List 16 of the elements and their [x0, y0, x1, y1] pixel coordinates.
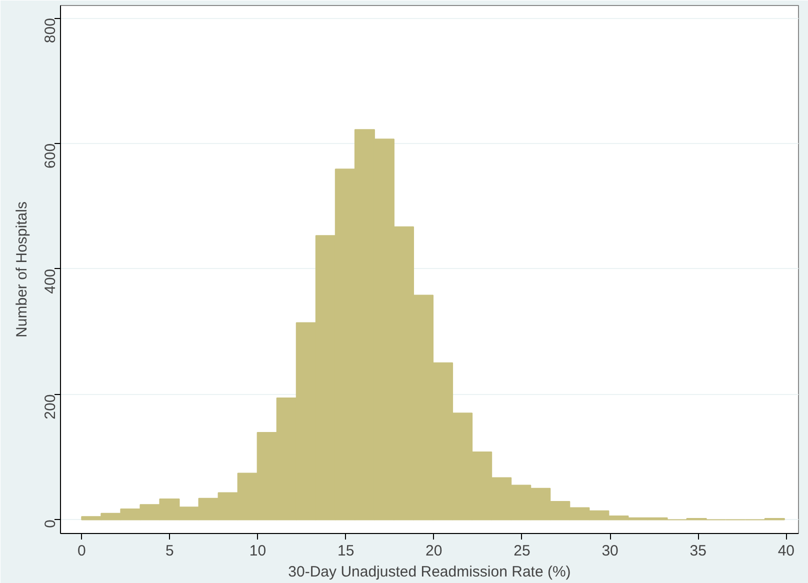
x-tick-label: 30	[602, 542, 618, 560]
y-axis-title: Number of Hospitals	[14, 202, 30, 338]
y-tick-label: 800	[42, 18, 59, 44]
x-tick-label: 25	[514, 542, 530, 560]
x-tick-label: 15	[337, 542, 354, 560]
x-tick-label: 10	[249, 542, 266, 560]
x-tick-label: 20	[426, 542, 442, 560]
x-tick-label: 5	[166, 542, 174, 560]
x-tick-label: 40	[778, 542, 795, 560]
x-axis-title: 30-Day Unadjusted Readmission Rate (%)	[288, 564, 571, 580]
y-tick-label: 0	[42, 520, 59, 528]
y-tick-label: 600	[42, 143, 59, 168]
x-tick-label: 0	[77, 542, 86, 560]
y-tick-label: 200	[42, 394, 59, 420]
y-tick-label: 400	[42, 268, 59, 294]
x-tick-label: 35	[690, 542, 706, 560]
